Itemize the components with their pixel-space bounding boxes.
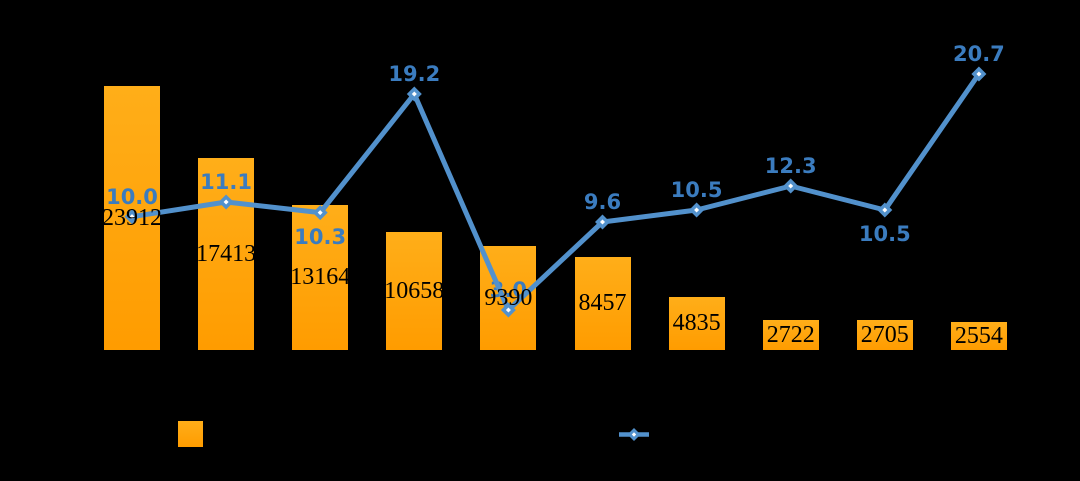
line-value-label: 20.7 [952,42,1005,66]
line-value-label: 10.3 [294,224,347,249]
line-path [131,72,981,313]
line-value-label: 9.6 [583,190,622,214]
line-point-marker-center [600,219,605,225]
legend-bar-swatch-icon [178,421,203,447]
bar [198,157,255,350]
bar-value-label: 17413 [196,240,257,267]
line-point-marker-center [317,210,323,216]
bar [762,319,819,350]
line-value-label: 10.5 [858,222,911,246]
line-point-marker-center [223,199,229,205]
line-point-marker-center [788,183,794,189]
line-point-marker-center [882,207,888,213]
line-value-label: 12.3 [764,154,817,178]
line-point-marker-center [129,214,135,220]
line-value-label: 10.0 [106,184,158,209]
line-point-marker-center [694,207,700,213]
bar [668,296,725,350]
bar-value-label: 13164 [290,264,351,291]
bar-value-label: 10658 [384,278,445,305]
bar-value-label: 2722 [766,321,815,348]
bar-value-label: 8457 [578,290,627,317]
line-point-marker-center [976,71,982,77]
line-value-label: 19.2 [388,62,441,86]
bar [292,204,349,350]
bar-value-label: 2554 [954,322,1003,349]
legend-line-marker-center [631,432,637,437]
bar [574,256,631,350]
line-value-label: 10.5 [670,178,723,202]
line-point-marker-center [411,91,417,97]
line-value-label: 11.1 [200,170,252,194]
bar [950,321,1007,350]
bar-value-label: 9390 [484,285,533,312]
legend-line-swatch-icon [619,428,649,441]
bar-value-label: 23912 [102,205,162,231]
bar-value-label: 4835 [672,310,721,337]
bar-value-label: 2705 [860,322,909,349]
bar [856,320,913,350]
line-point-marker-center [505,307,511,313]
bar [386,232,443,350]
